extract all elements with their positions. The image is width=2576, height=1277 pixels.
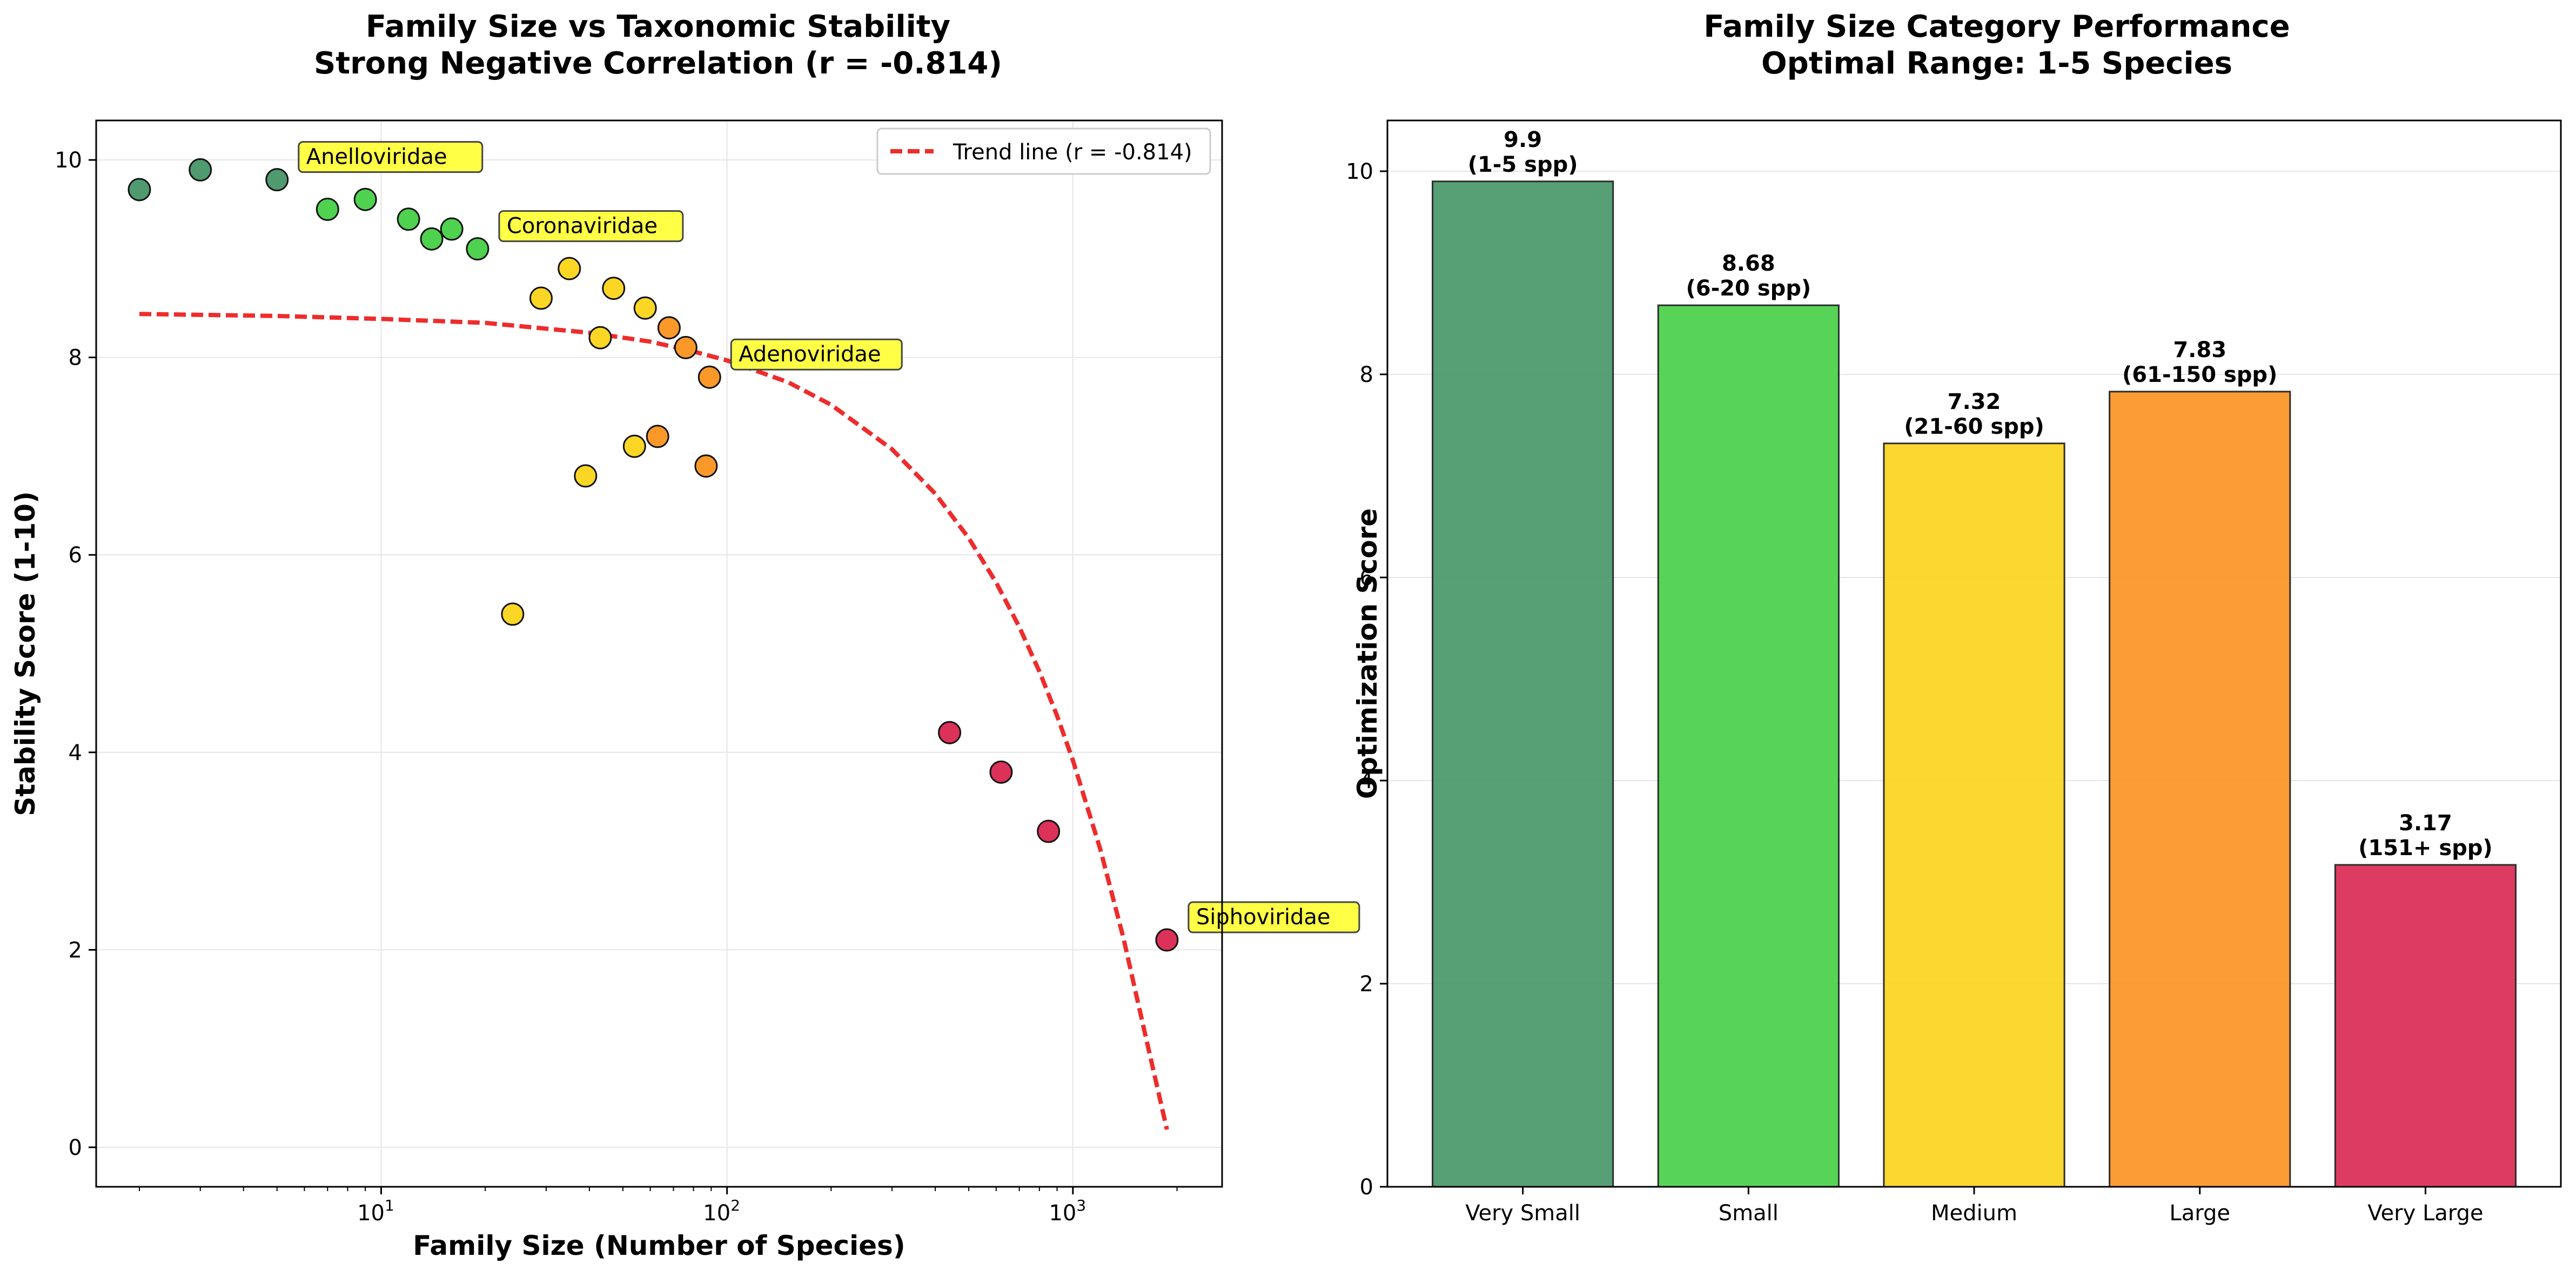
scatter-y-tick-label: 4: [69, 741, 82, 765]
scatter-points: [128, 158, 1179, 952]
scatter-point: [588, 326, 612, 350]
scatter-point: [420, 227, 444, 251]
scatter-point: [694, 454, 718, 478]
bar-y-tick-label: 4: [1360, 769, 1373, 794]
scatter-x-tick-label: 102: [703, 1197, 740, 1226]
legend-trend-label: Trend line (r = -0.814): [952, 140, 1192, 165]
bar-y-tick-label: 8: [1360, 362, 1373, 387]
bar: [1883, 442, 2065, 1188]
bar-category-label: Medium: [1931, 1201, 2017, 1226]
bar: [2109, 391, 2291, 1188]
bar: [1657, 304, 1840, 1188]
scatter-point: [602, 277, 626, 300]
scatter-plot-frame: [95, 119, 1223, 1188]
scatter-point: [529, 286, 553, 310]
scatter-trend: [139, 312, 1169, 1130]
scatter-point: [440, 217, 464, 241]
bar-value-label: 9.9: [1504, 127, 1542, 152]
bar-y-tick-label: 2: [1360, 972, 1373, 997]
scatter-point: [128, 178, 151, 201]
scatter-point: [633, 296, 657, 320]
annotation-label: Siphoviridae: [1196, 905, 1331, 930]
scatter-point: [265, 168, 289, 192]
scatter-point: [674, 335, 697, 359]
bar-title: Family Size Category Performance: [1703, 9, 2290, 44]
scatter-gridlines: [96, 120, 1222, 1187]
annotation-label: Adenoviridae: [739, 342, 881, 367]
scatter-point: [1155, 928, 1179, 952]
scatter-chart: Family Size vs Taxonomic Stability Stron…: [10, 9, 1360, 1261]
scatter-point: [938, 721, 962, 744]
annotation-box: [1188, 901, 1360, 933]
scatter-point: [1037, 819, 1061, 843]
scatter-title: Family Size vs Taxonomic Stability: [366, 9, 950, 44]
bar-value-label: 8.68: [1722, 251, 1775, 276]
bar-chart: Family Size Category Performance Optimal…: [1346, 9, 2562, 1226]
scatter-y-tick-label: 10: [55, 148, 82, 173]
scatter-y-tick-label: 2: [69, 938, 82, 963]
scatter-y-tick-label: 8: [69, 346, 82, 371]
scatter-x-axis: 101 102 103: [138, 1187, 1178, 1226]
scatter-point: [353, 187, 377, 211]
bar-range-label: (61-150 spp): [2122, 362, 2277, 387]
bar: [2334, 864, 2517, 1188]
bar-y-tick-label: 6: [1360, 566, 1373, 590]
scatter-subtitle: Strong Negative Correlation (r = -0.814): [314, 46, 1002, 81]
scatter-point: [989, 760, 1013, 784]
annotation-box: [730, 338, 903, 371]
bar-y-tick-label: 0: [1360, 1175, 1373, 1200]
bar-value-label: 3.17: [2399, 811, 2452, 836]
scatter-point: [697, 365, 721, 389]
scatter-y-axis: 0 2 4 6 8 10: [55, 148, 96, 1160]
legend-box: [876, 127, 1211, 175]
bar-bars: 9.9(1-5 spp) 8.68(6-20 spp) 7.32(21-60 spp…: [1432, 127, 2517, 1188]
trend-line: [139, 312, 1169, 1130]
scatter-point: [558, 257, 581, 280]
scatter-point: [646, 425, 669, 448]
scatter-point: [622, 434, 646, 458]
annotation-box: [498, 210, 684, 243]
scatter-point: [189, 158, 212, 182]
scatter-legend: Trend line (r = -0.814): [876, 127, 1211, 175]
bar-subtitle: Optimal Range: 1-5 Species: [1761, 46, 2232, 81]
annotation-box: [298, 141, 484, 173]
bar-x-axis: Very Small Small Medium Large Very Large: [1465, 1187, 2484, 1226]
bar-range-label: (21-60 spp): [1904, 414, 2044, 439]
scatter-y-tick-label: 6: [69, 543, 82, 568]
scatter-point: [466, 237, 489, 261]
scatter-annotations: Anelloviridae Coronaviridae Adenoviridae Si…: [298, 141, 1360, 933]
bar-value-label: 7.83: [2173, 338, 2226, 362]
annotation-label: Coronaviridae: [507, 214, 658, 239]
bar-y-axis: 0 2 4 6 8 10: [1346, 159, 1387, 1200]
bar-value-label: 7.32: [1948, 389, 2001, 414]
bar-category-label: Very Large: [2367, 1201, 2483, 1226]
bar-category-label: Very Small: [1465, 1201, 1580, 1226]
bar-range-label: (151+ spp): [2358, 836, 2493, 861]
bar: [1432, 180, 1614, 1188]
bar-range-label: (1-5 spp): [1468, 152, 1578, 177]
bar-y-tick-label: 10: [1346, 159, 1373, 184]
bar-category-label: Large: [2169, 1201, 2230, 1226]
bar-y-label: Optimization Score: [1352, 508, 1383, 799]
scatter-y-label: Stability Score (1-10): [10, 491, 41, 816]
bar-range-label: (6-20 spp): [1686, 276, 1811, 301]
scatter-point: [574, 464, 598, 488]
scatter-point: [397, 207, 420, 231]
scatter-point: [657, 316, 681, 340]
scatter-point: [316, 198, 339, 221]
scatter-point: [501, 602, 525, 626]
scatter-x-label: Family Size (Number of Species): [413, 1230, 905, 1261]
scatter-y-tick-label: 0: [69, 1135, 82, 1160]
annotation-label: Anelloviridae: [306, 145, 447, 170]
bar-category-label: Small: [1719, 1201, 1779, 1226]
